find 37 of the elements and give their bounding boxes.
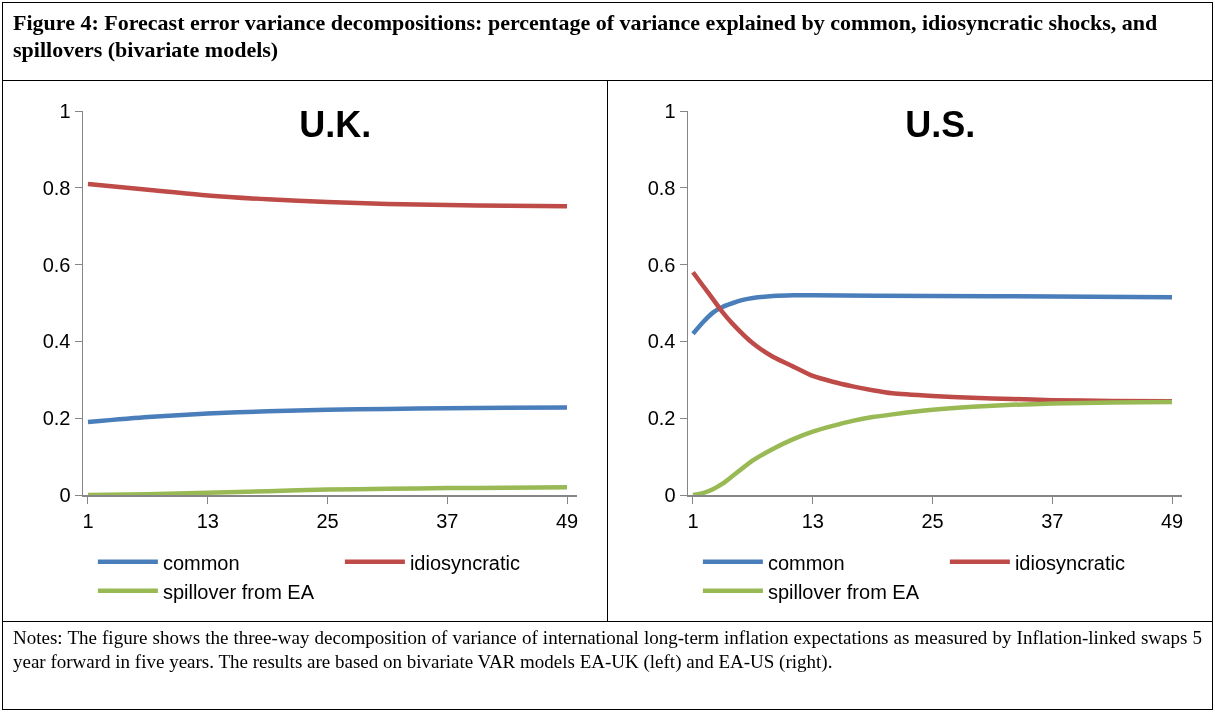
y-tick-label: 0 (59, 484, 71, 506)
y-tick-label: 0.8 (42, 176, 71, 199)
y-tick-label: 1 (59, 100, 71, 122)
legend-label: idiosyncratic (409, 551, 520, 574)
line-series (85, 405, 570, 425)
line-series (690, 293, 1175, 336)
chart-title: U.S. (905, 103, 976, 145)
y-tick-label: 0.2 (42, 407, 71, 430)
x-tick-label: 13 (801, 509, 824, 532)
y-tick-label: 0.6 (647, 253, 676, 276)
legend-label: spillover from EA (162, 580, 315, 603)
text: Notes: The figure shows the three-way decomposition of variance of international long-term inflation expectations as measured by Inflation-linked swaps 5 year forward in five years. The results are based on bivariate VAR models EA-UK (left) and EA-US (right). (13, 626, 1202, 674)
x-tick-label: 13 (196, 509, 219, 532)
caption: Figure 4: Forecast error variance decompositions: percentage of variance explained by common, idiosyncratic shocks, and spillovers (bivariate models) (13, 9, 1159, 63)
x-tick-label: 1 (82, 509, 94, 532)
y-tick-label: 0.2 (647, 407, 676, 430)
x-tick-label: 25 (921, 509, 944, 532)
x-tick-label: 49 (555, 509, 579, 532)
x-tick-label: 37 (436, 509, 459, 532)
y-tick-label: 0.8 (647, 176, 676, 199)
line-series (85, 485, 570, 495)
y-tick-label: 0.6 (42, 253, 71, 276)
line-series (85, 181, 570, 209)
y-tick-label: 0 (664, 484, 676, 506)
legend-label: common (767, 551, 845, 574)
line-series (690, 399, 1175, 495)
y-tick-label: 0.4 (647, 330, 676, 353)
legend-label: idiosyncratic (1014, 551, 1125, 574)
y-tick-label: 1 (664, 100, 676, 122)
x-tick-label: 37 (1041, 509, 1064, 532)
x-tick-label: 1 (687, 509, 699, 532)
x-tick-label: 25 (316, 509, 339, 532)
y-tick-label: 0.4 (42, 330, 71, 353)
legend-label: spillover from EA (767, 580, 920, 603)
legend-label: common (162, 551, 240, 574)
x-tick-label: 49 (1160, 509, 1184, 532)
chart-title: U.K. (299, 103, 372, 145)
